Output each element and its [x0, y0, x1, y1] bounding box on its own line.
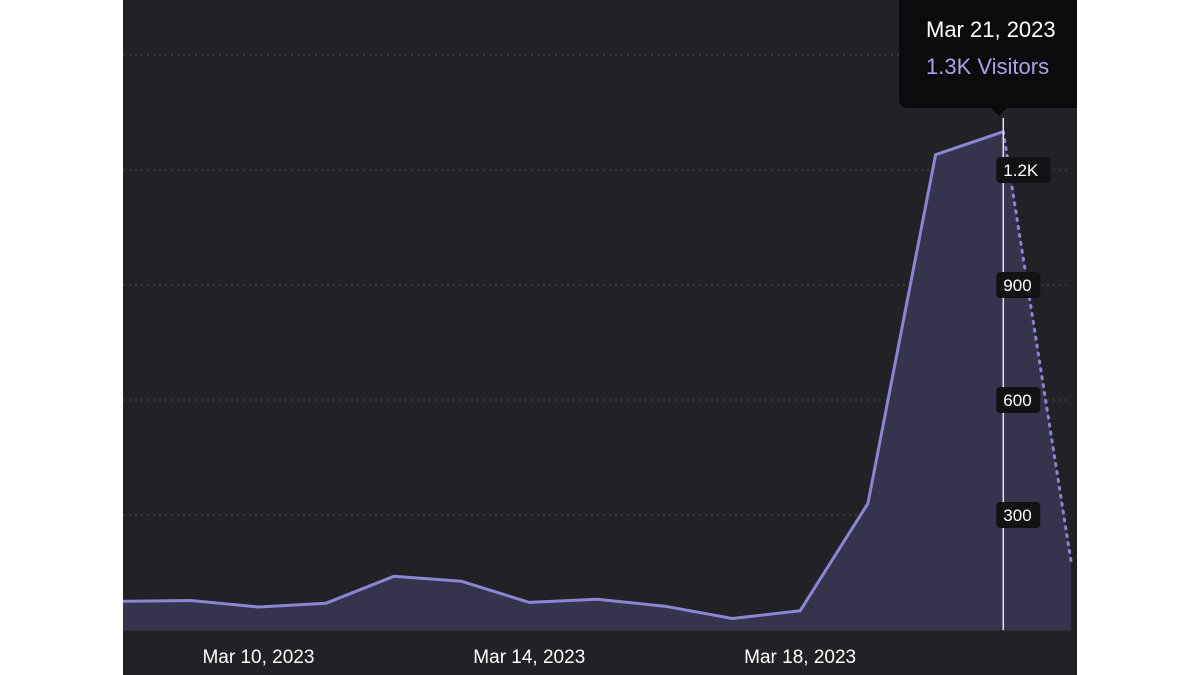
data-point — [392, 574, 396, 578]
data-point — [1069, 559, 1073, 563]
data-point — [189, 598, 193, 602]
y-tick-box — [996, 157, 1051, 183]
x-tick-label: Mar 18, 2023 — [744, 647, 856, 668]
chart-panel: 300 600 900 1.2K Mar 10, 2023 Mar 14, 2023 Ma… — [123, 0, 1077, 675]
y-tick-label: 600 — [1003, 391, 1031, 410]
y-tick-label: 300 — [1003, 506, 1031, 525]
y-tick-label: 900 — [1003, 276, 1031, 295]
data-point — [663, 604, 667, 608]
y-tick-label: 1.2K — [1003, 161, 1039, 180]
series-line — [123, 130, 1004, 620]
data-point — [324, 601, 328, 605]
series-area — [123, 131, 1071, 630]
data-point — [595, 597, 599, 601]
y-tick-box — [996, 387, 1041, 413]
data-point — [866, 502, 870, 506]
tooltip: Mar 21, 2023 1.3K Visitors — [899, 0, 1077, 116]
data-point — [256, 605, 260, 609]
data-point — [798, 609, 802, 613]
y-tick-box — [996, 502, 1041, 528]
x-tick-label: Mar 10, 2023 — [202, 647, 314, 668]
data-point — [730, 617, 734, 621]
series-line-projected — [1001, 130, 1073, 563]
x-ticks: Mar 10, 2023 Mar 14, 2023 Mar 18, 2023 — [202, 647, 856, 668]
tooltip-value: 1.3K Visitors — [926, 54, 1050, 79]
tooltip-date: Mar 21, 2023 — [926, 17, 1056, 42]
area-layer — [123, 131, 1071, 630]
x-tick-label: Mar 14, 2023 — [473, 647, 585, 668]
data-point — [934, 153, 938, 157]
data-point — [527, 600, 531, 604]
y-ticks: 300 600 900 1.2K — [996, 157, 1051, 528]
y-tick-box — [996, 272, 1041, 298]
data-point — [460, 579, 464, 583]
line-layer — [123, 130, 1073, 620]
